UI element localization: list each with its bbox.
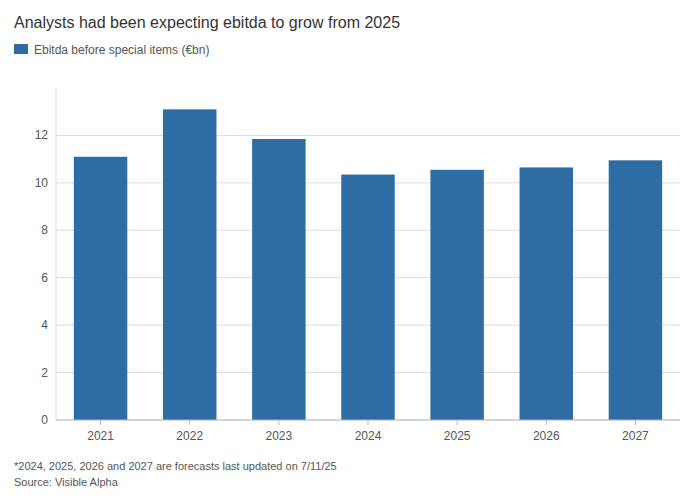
y-tick-label: 2 bbox=[41, 366, 48, 380]
x-tick-label: 2022 bbox=[176, 429, 203, 443]
x-tick-label: 2024 bbox=[355, 429, 382, 443]
bar bbox=[163, 109, 216, 420]
x-tick bbox=[635, 420, 636, 425]
chart-svg: Analysts had been expecting ebitda to gr… bbox=[0, 0, 700, 500]
x-tick bbox=[100, 420, 101, 425]
bar bbox=[520, 167, 573, 420]
bar bbox=[74, 157, 127, 420]
y-axis-line bbox=[56, 88, 57, 420]
x-tick-label: 2023 bbox=[266, 429, 293, 443]
y-tick-label: 10 bbox=[35, 176, 49, 190]
legend-swatch bbox=[14, 44, 28, 54]
y-tick-label: 4 bbox=[41, 318, 48, 332]
footnotes: *2024, 2025, 2026 and 2027 are forecasts… bbox=[14, 460, 337, 488]
bar bbox=[341, 175, 394, 420]
grid-line bbox=[56, 135, 680, 136]
x-tick-label: 2025 bbox=[444, 429, 471, 443]
x-tick-label: 2021 bbox=[87, 429, 114, 443]
y-tick-label: 0 bbox=[41, 413, 48, 427]
x-tick bbox=[457, 420, 458, 425]
chart-container: Analysts had been expecting ebitda to gr… bbox=[0, 0, 700, 500]
x-tick bbox=[546, 420, 547, 425]
legend: Ebitda before special items (€bn) bbox=[14, 43, 209, 57]
footnote: *2024, 2025, 2026 and 2027 are forecasts… bbox=[14, 460, 337, 472]
x-tick-label: 2027 bbox=[622, 429, 649, 443]
y-axis: 0 2 4 6 8 10 12 bbox=[35, 88, 680, 427]
x-tick bbox=[368, 420, 369, 425]
x-tick bbox=[189, 420, 190, 425]
y-tick-label: 6 bbox=[41, 271, 48, 285]
footnote: Source: Visible Alpha bbox=[14, 476, 119, 488]
x-tick-label: 2026 bbox=[533, 429, 560, 443]
title: Analysts had been expecting ebitda to gr… bbox=[14, 14, 400, 31]
y-tick-label: 12 bbox=[35, 128, 49, 142]
y-tick-label: 8 bbox=[41, 223, 48, 237]
x-tick bbox=[278, 420, 279, 425]
bar bbox=[252, 139, 305, 420]
x-axis: 2021 2022 2023 2024 2025 2026 2027 bbox=[56, 420, 680, 443]
bars bbox=[74, 109, 662, 420]
legend-label: Ebitda before special items (€bn) bbox=[34, 43, 209, 57]
bar bbox=[609, 160, 662, 420]
bar bbox=[430, 170, 483, 420]
